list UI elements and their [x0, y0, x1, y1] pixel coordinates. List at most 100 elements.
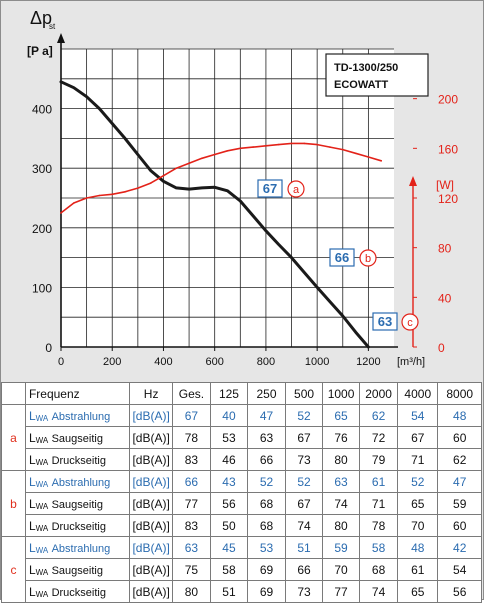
- value-cell: 52: [285, 404, 324, 427]
- unit-cell: [dB(A)]: [129, 514, 173, 537]
- value-cell: 70: [397, 514, 439, 537]
- pressure-curve-point: [111, 122, 113, 125]
- value-cell: 67: [171, 404, 211, 427]
- table-row: LWA Druckseitig [dB(A)] 83 46 66 73 80 79 71 62: [2, 448, 482, 471]
- annotation-a-letter: c: [407, 317, 413, 329]
- label-subscript: WA: [35, 413, 49, 423]
- value-cell: 74: [359, 580, 399, 603]
- annotation-b-value-box: [329, 248, 355, 267]
- power-curve-line: [60, 142, 382, 214]
- value-cell: 54: [397, 404, 439, 427]
- value-cell: 52: [246, 470, 287, 493]
- table-header-row: Frequenz Hz Ges. 125 250 500 1000 2000 4…: [1, 382, 482, 405]
- model-name: TD-1300/250: [334, 62, 398, 74]
- unit-cell: [dB(A)]: [129, 492, 173, 515]
- power-curve-point: [111, 193, 113, 196]
- x-axis-ticks: 0 200 400 600 800 1000 1200: [58, 347, 381, 368]
- label-prefix: L: [28, 562, 36, 577]
- value-cell: 68: [246, 492, 287, 515]
- value-cell: 56: [437, 580, 482, 603]
- pressure-curve-point: [149, 169, 152, 172]
- grid: [57, 33, 417, 348]
- label-name: Saugseitig: [51, 498, 103, 511]
- unit-cell: [dB(A)]: [129, 448, 173, 471]
- y-unit-left: [P a]: [27, 44, 53, 58]
- annotation-a-circle: [401, 313, 419, 331]
- pressure-curve-point: [354, 331, 357, 333]
- unit-cell: [dB(A)]: [129, 536, 173, 559]
- header-cell: Ges.: [171, 382, 211, 405]
- row-label-cell: LWA Saugseitig: [24, 558, 131, 581]
- y-tick-label-right: 40: [438, 291, 452, 305]
- value-cell: 51: [285, 536, 324, 559]
- pressure-curve-point: [226, 190, 229, 192]
- table-row: LWA Saugseitig [dB(A)] 78 53 63 67 76 72 67 60: [2, 426, 482, 449]
- row-label-cell: LWA Druckseitig: [24, 514, 131, 537]
- row-label-cell: LWA Druckseitig: [24, 448, 131, 471]
- table-row: LWA Druckseitig [dB(A)] 80 51 69 73 77 74 65 56: [2, 580, 482, 603]
- unit-cell: [dB(A)]: [129, 580, 173, 603]
- operating-point-a: 63 c: [372, 312, 419, 331]
- power-curve-point: [213, 153, 216, 156]
- table-row: LWA Druckseitig [dB(A)] 83 50 68 74 80 78 70 60: [2, 514, 482, 537]
- value-cell: 72: [359, 426, 399, 449]
- table-row: b LWA Abstrahlung [dB(A)] 66 43 52 52 63 61 52 47: [1, 470, 482, 537]
- value-cell: 79: [359, 448, 399, 471]
- pressure-curve-point: [342, 315, 344, 317]
- model-subtitle: ECOWATT: [334, 79, 388, 91]
- value-cell: 83: [171, 514, 211, 537]
- value-cell: 65: [322, 404, 361, 427]
- value-cell: 77: [322, 580, 361, 603]
- value-cell: 60: [437, 514, 482, 537]
- power-curve-point: [162, 174, 165, 177]
- value-cell: 78: [359, 514, 399, 537]
- power-curve-point: [380, 160, 383, 162]
- value-cell: 66: [171, 470, 211, 493]
- value-cell: 58: [359, 536, 399, 559]
- y-tick-label-left: 100: [32, 281, 52, 295]
- value-cell: 61: [397, 558, 439, 581]
- sound-power-table: Frequenz Hz Ges. 125 250 500 1000 2000 4…: [1, 382, 482, 603]
- row-label-cell: LWA Saugseitig: [24, 426, 131, 449]
- label-prefix: L: [28, 496, 36, 511]
- power-curve-point: [188, 162, 190, 164]
- header-group-cell: [1, 382, 26, 405]
- y-tick-label-left: 300: [32, 162, 52, 176]
- value-cell: 80: [171, 580, 211, 603]
- pressure-curve-point: [303, 271, 306, 274]
- value-cell: 46: [209, 448, 248, 471]
- value-cell: 70: [322, 558, 361, 581]
- header-cell: 250: [246, 382, 287, 405]
- value-cell: 74: [285, 514, 324, 537]
- pressure-curve-point: [265, 230, 267, 232]
- y-unit-right: [W]: [436, 178, 454, 192]
- value-cell: 80: [322, 514, 361, 537]
- label-name: Abstrahlung: [51, 476, 111, 489]
- header-cell: 4000: [397, 382, 439, 405]
- value-cell: 83: [171, 448, 211, 471]
- header-cell: 2000: [359, 382, 399, 405]
- value-cell: 67: [397, 426, 439, 449]
- value-cell: 47: [246, 404, 287, 427]
- value-cell: 63: [322, 470, 361, 493]
- pressure-curve-point: [137, 153, 139, 156]
- y-title-symbol: Δp: [30, 8, 52, 28]
- unit-cell: [dB(A)]: [129, 404, 173, 427]
- power-curve-point: [303, 142, 306, 145]
- value-cell: 66: [246, 448, 287, 471]
- label-prefix: L: [28, 540, 36, 555]
- y-title-subscript: st: [49, 22, 56, 31]
- value-cell: 40: [209, 404, 248, 427]
- row-label-cell: LWA Abstrahlung: [24, 404, 131, 427]
- header-cell: 500: [285, 382, 324, 405]
- y-tick-label-right: 0: [438, 341, 445, 355]
- value-cell: 74: [322, 492, 361, 515]
- row-label-cell: LWA Abstrahlung: [24, 470, 131, 493]
- power-curve-point: [342, 148, 344, 151]
- annotation-c-value: 67: [263, 181, 277, 196]
- table-row: c LWA Abstrahlung [dB(A)] 63 45 53 51 59 58 48 42: [1, 536, 482, 603]
- header-cell: Frequenz: [24, 382, 131, 405]
- value-cell: 52: [397, 470, 439, 493]
- value-cell: 77: [171, 492, 211, 515]
- group-letter-cell: c: [1, 536, 26, 603]
